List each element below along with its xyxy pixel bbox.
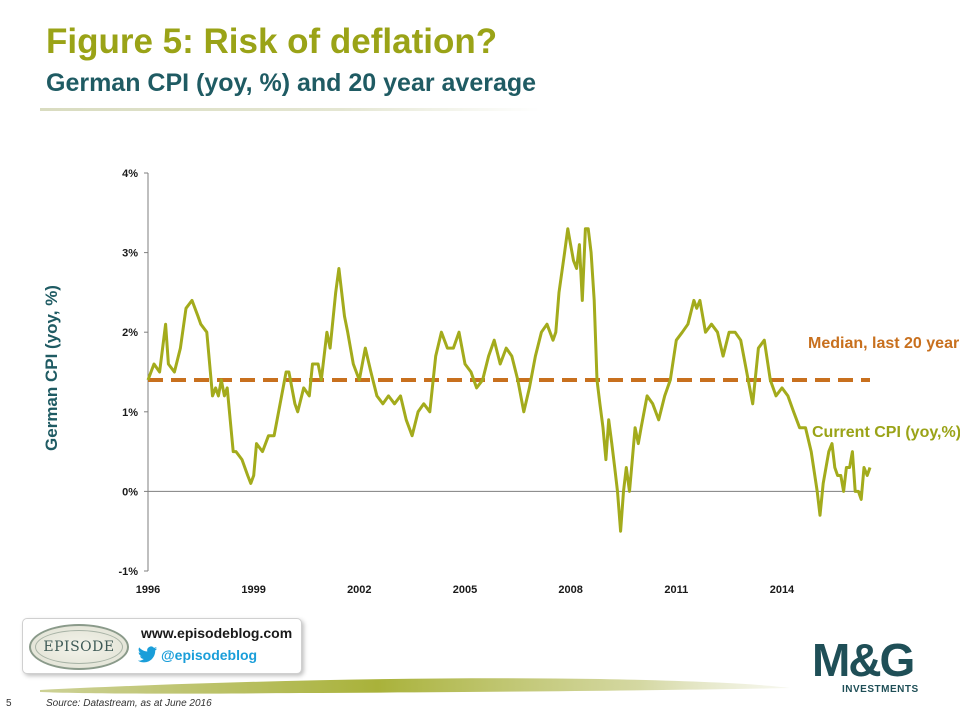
- x-tick-label: 2014: [770, 584, 795, 596]
- twitter-bird-icon: [137, 646, 158, 663]
- x-tick-label: 2002: [347, 584, 371, 596]
- y-tick-label: 1%: [122, 407, 138, 419]
- y-tick-label: 2%: [122, 327, 138, 339]
- page-subtitle: German CPI (yoy, %) and 20 year average: [46, 69, 537, 97]
- twitter-handle-link[interactable]: @episodeblog: [161, 647, 258, 663]
- mg-logo: M&G: [812, 634, 915, 686]
- x-tick-label: 1996: [136, 584, 160, 596]
- cpi-line: [146, 227, 872, 533]
- episode-logo: EPISODE: [29, 624, 129, 670]
- episode-logo-text: EPISODE: [43, 639, 115, 655]
- episode-badge[interactable]: EPISODE www.episodeblog.com @episodeblog: [22, 618, 302, 674]
- x-tick-label: 2008: [558, 584, 582, 596]
- episode-url-link[interactable]: www.episodeblog.com: [141, 625, 293, 641]
- mg-logo-text: M&G: [812, 634, 915, 686]
- x-tick-label: 1999: [241, 584, 265, 596]
- page-number: 5: [6, 698, 12, 709]
- x-tick-label: 2011: [664, 584, 688, 596]
- y-tick-label: 4%: [122, 168, 138, 180]
- source-note: Source: Datastream, as at June 2016: [46, 698, 212, 709]
- y-tick-label: -1%: [118, 566, 138, 578]
- page-title: Figure 5: Risk of deflation?: [46, 22, 498, 61]
- mg-logo-subtitle: INVESTMENTS: [842, 684, 919, 695]
- x-tick-label: 2005: [453, 584, 477, 596]
- median-annotation: Median, last 20 years: [808, 335, 960, 352]
- y-tick-label: 0%: [122, 486, 138, 498]
- current-cpi-annotation: Current CPI (yoy,%): [812, 424, 960, 441]
- y-tick-label: 3%: [122, 248, 138, 260]
- title-divider: [40, 108, 540, 111]
